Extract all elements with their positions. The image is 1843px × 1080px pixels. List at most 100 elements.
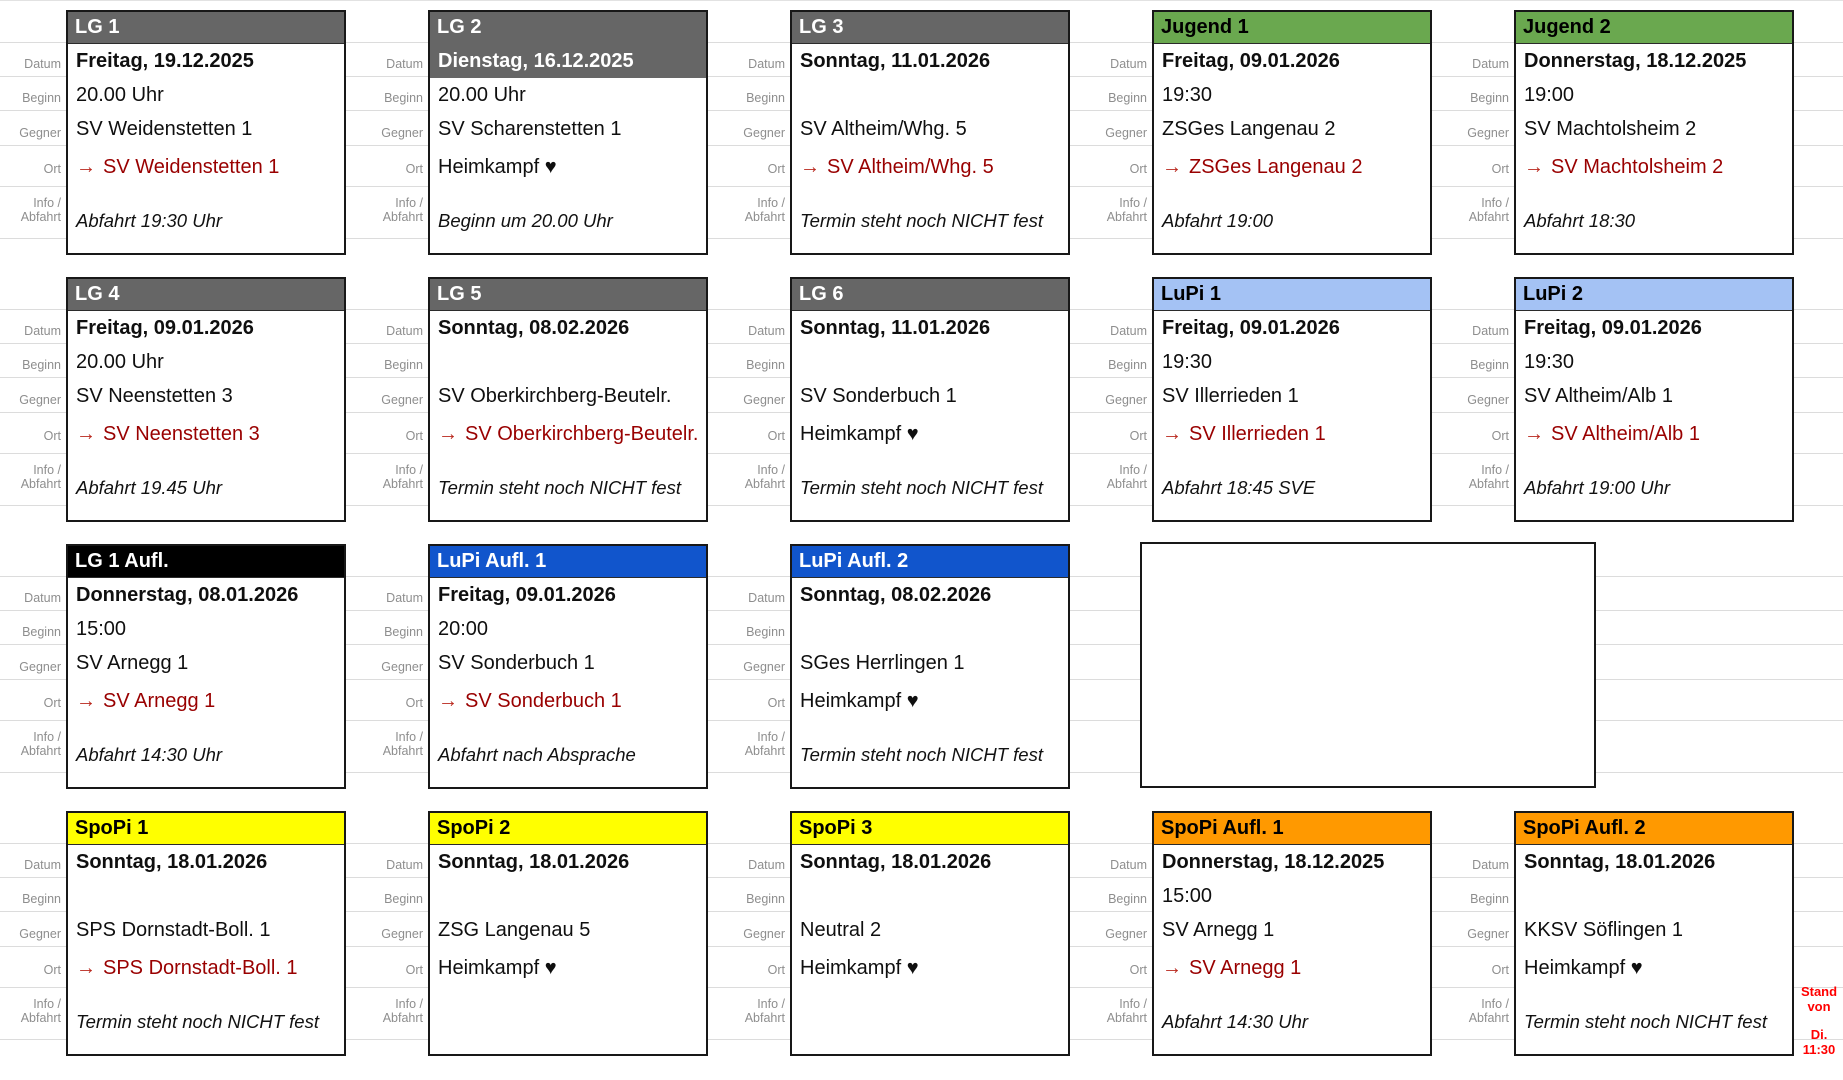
value-ort: → SV Altheim/Alb 1 (1516, 414, 1792, 455)
value-beginn: 15:00 (1162, 884, 1213, 907)
value-datum: Sonntag, 18.01.2026 (1524, 850, 1716, 873)
field-label-beginn: Beginn (1470, 358, 1509, 372)
schedule-row-2: Datum Beginn Gegner Ort Info / Abfahrt LG… (0, 277, 1843, 544)
field-label-beginn: Beginn (22, 358, 61, 372)
match-card: LG 3 Sonntag, 11.01.2026 SV Altheim/Whg.… (790, 10, 1070, 255)
match-card: LuPi 2 Freitag, 09.01.2026 19:30 SV Alth… (1514, 277, 1794, 522)
field-label-ort: Ort (767, 696, 785, 710)
card-header: LG 1 Aufl. (68, 546, 344, 578)
match-card: Jugend 2 Donnerstag, 18.12.2025 19:00 SV… (1514, 10, 1794, 255)
field-label-info-abfahrt: Info / Abfahrt (20, 463, 61, 491)
value-info: Termin steht noch NICHT fest (800, 476, 1043, 498)
field-label-beginn: Beginn (384, 892, 423, 906)
away-arrow-icon: → (76, 423, 96, 445)
value-info: Abfahrt 19:00 (1162, 209, 1274, 231)
field-label-datum: Datum (386, 324, 423, 338)
value-beginn: 15:00 (76, 617, 127, 640)
match-card: SpoPi 1 Sonntag, 18.01.2026 SPS Dornstad… (66, 811, 346, 1056)
field-label-info-abfahrt: Info / Abfahrt (1106, 997, 1147, 1025)
field-label-gegner: Gegner (381, 660, 423, 674)
stand-note: Stand von Di. 11:30 (1797, 984, 1841, 1057)
field-label-ort: Ort (1129, 162, 1147, 176)
field-labels: Datum Beginn Gegner Ort Info / Abfahrt (362, 811, 428, 1078)
match-card: LuPi Aufl. 2 Sonntag, 08.02.2026 SGes He… (790, 544, 1070, 789)
value-datum: Sonntag, 18.01.2026 (800, 850, 992, 873)
value-beginn (68, 879, 344, 913)
field-label-beginn: Beginn (22, 892, 61, 906)
value-gegner: SPS Dornstadt-Boll. 1 (76, 919, 271, 941)
field-label-datum: Datum (1472, 57, 1509, 71)
value-beginn (792, 879, 1068, 913)
match-card-cell-jugend-2: Datum Beginn Gegner Ort Info / Abfahrt Ju… (1448, 10, 1810, 277)
value-info: Abfahrt 19:00 Uhr (1524, 476, 1671, 498)
match-card-cell-jugend-1: Datum Beginn Gegner Ort Info / Abfahrt Ju… (1086, 10, 1448, 277)
field-label-datum: Datum (1110, 858, 1147, 872)
ort-text: Heimkampf ♥ (438, 957, 557, 979)
value-beginn (430, 879, 706, 913)
away-arrow-icon: → (1162, 423, 1182, 445)
field-label-beginn: Beginn (1108, 358, 1147, 372)
ort-text: SV Neenstetten 3 (103, 423, 260, 445)
value-gegner: SV Sonderbuch 1 (438, 652, 595, 674)
stand-note-time: 11:30 (1802, 1042, 1836, 1057)
field-label-ort: Ort (43, 963, 61, 977)
field-label-beginn: Beginn (746, 625, 785, 639)
value-ort: Heimkampf ♥ (792, 948, 1068, 989)
match-card-cell-spopi-1: Datum Beginn Gegner Ort Info / Abfahrt Sp… (0, 811, 362, 1078)
value-gegner: ZSGes Langenau 2 (1162, 118, 1336, 140)
field-label-datum: Datum (1472, 324, 1509, 338)
value-gegner: SV Neenstetten 3 (76, 385, 233, 407)
field-label-ort: Ort (1491, 162, 1509, 176)
field-label-ort: Ort (1491, 963, 1509, 977)
card-header: SpoPi 3 (792, 813, 1068, 845)
value-gegner: SV Machtolsheim 2 (1524, 118, 1697, 140)
match-card: SpoPi 2 Sonntag, 18.01.2026 ZSG Langenau… (428, 811, 708, 1056)
card-header: LuPi Aufl. 2 (792, 546, 1068, 578)
field-label-beginn: Beginn (384, 358, 423, 372)
field-label-beginn: Beginn (384, 91, 423, 105)
ort-text: SV Illerrieden 1 (1189, 423, 1326, 445)
field-label-info-abfahrt: Info / Abfahrt (382, 730, 423, 758)
field-labels: Datum Beginn Gegner Ort Info / Abfahrt (1086, 10, 1152, 277)
field-label-info-abfahrt: Info / Abfahrt (744, 997, 785, 1025)
value-datum: Sonntag, 11.01.2026 (800, 316, 991, 339)
value-info: Abfahrt 19.45 Uhr (76, 476, 223, 498)
field-label-ort: Ort (405, 162, 423, 176)
value-datum: Freitag, 19.12.2025 (76, 49, 254, 72)
field-label-info-abfahrt: Info / Abfahrt (20, 997, 61, 1025)
value-info: Abfahrt nach Absprache (438, 743, 636, 765)
ort-text: Heimkampf ♥ (800, 957, 919, 979)
value-ort: → SV Sonderbuch 1 (430, 681, 706, 722)
card-header: SpoPi Aufl. 1 (1154, 813, 1430, 845)
value-info: Abfahrt 14:30 Uhr (1162, 1010, 1309, 1032)
value-info (792, 989, 1068, 1054)
field-labels: Datum Beginn Gegner Ort Info / Abfahrt (1086, 811, 1152, 1078)
field-label-ort: Ort (405, 696, 423, 710)
field-label-ort: Ort (43, 696, 61, 710)
field-label-datum: Datum (24, 324, 61, 338)
away-arrow-icon: → (76, 957, 96, 979)
match-card-cell-lupi-aufl-1: Datum Beginn Gegner Ort Info / Abfahrt Lu… (362, 544, 724, 811)
value-gegner: SGes Herrlingen 1 (800, 652, 965, 674)
field-label-datum: Datum (1110, 57, 1147, 71)
value-beginn: 19:30 (1162, 350, 1213, 373)
field-label-info-abfahrt: Info / Abfahrt (20, 730, 61, 758)
field-label-gegner: Gegner (381, 393, 423, 407)
match-card-cell-lupi-1: Datum Beginn Gegner Ort Info / Abfahrt Lu… (1086, 277, 1448, 544)
field-label-info-abfahrt: Info / Abfahrt (744, 196, 785, 224)
field-labels: Datum Beginn Gegner Ort Info / Abfahrt (0, 544, 66, 811)
match-card: LG 1 Aufl. Donnerstag, 08.01.2026 15:00 … (66, 544, 346, 789)
value-gegner: SV Weidenstetten 1 (76, 118, 253, 140)
value-info: Abfahrt 18:45 SVE (1162, 476, 1316, 498)
value-ort: → SV Machtolsheim 2 (1516, 147, 1792, 188)
ort-text: SV Oberkirchberg-Beutelr. (465, 423, 699, 445)
match-card: LG 2 Dienstag, 16.12.2025 20.00 Uhr SV S… (428, 10, 708, 255)
value-info: Abfahrt 18:30 (1524, 209, 1636, 231)
field-label-datum: Datum (748, 858, 785, 872)
value-gegner: SV Altheim/Whg. 5 (800, 118, 967, 140)
schedule-row-3: Datum Beginn Gegner Ort Info / Abfahrt LG… (0, 542, 1843, 811)
ort-text: SV Machtolsheim 2 (1551, 156, 1724, 178)
field-label-datum: Datum (24, 591, 61, 605)
value-ort: → ZSGes Langenau 2 (1154, 147, 1430, 188)
value-beginn (792, 345, 1068, 379)
